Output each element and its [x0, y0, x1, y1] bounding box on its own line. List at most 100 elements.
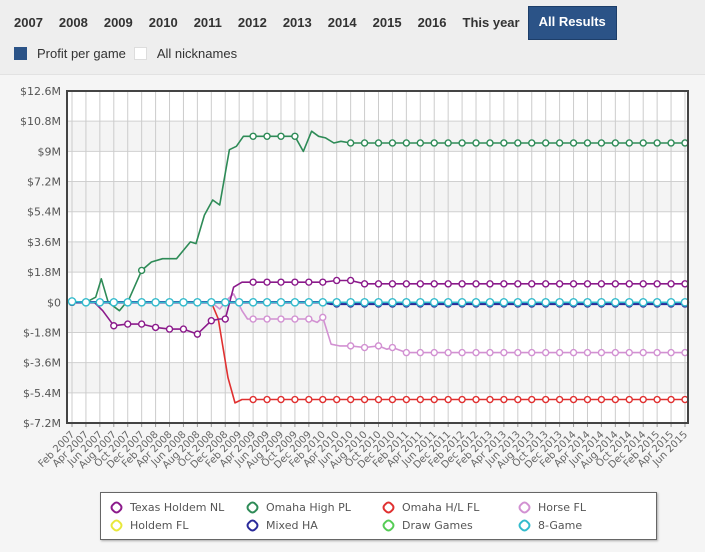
- data-point[interactable]: [248, 297, 258, 307]
- year-tab-2013[interactable]: 2013: [282, 15, 312, 30]
- data-point[interactable]: [443, 297, 453, 307]
- data-point[interactable]: [555, 395, 564, 404]
- data-point[interactable]: [444, 348, 452, 357]
- data-point[interactable]: [597, 395, 606, 404]
- data-point[interactable]: [262, 297, 272, 307]
- data-point[interactable]: [416, 280, 424, 288]
- data-point[interactable]: [333, 276, 341, 285]
- data-point[interactable]: [458, 139, 466, 147]
- data-point[interactable]: [430, 139, 438, 147]
- data-point[interactable]: [416, 139, 424, 147]
- data-point[interactable]: [319, 395, 327, 404]
- data-point[interactable]: [137, 320, 146, 328]
- data-point[interactable]: [458, 280, 466, 288]
- data-point[interactable]: [639, 348, 647, 357]
- data-point[interactable]: [569, 280, 578, 288]
- data-point[interactable]: [528, 395, 536, 404]
- data-point[interactable]: [444, 395, 452, 404]
- data-point[interactable]: [458, 348, 466, 357]
- data-point[interactable]: [611, 280, 620, 288]
- data-point[interactable]: [653, 348, 661, 357]
- data-point[interactable]: [555, 280, 564, 288]
- data-point[interactable]: [221, 315, 229, 323]
- data-point[interactable]: [597, 139, 606, 147]
- data-point[interactable]: [514, 280, 522, 288]
- data-point[interactable]: [611, 139, 620, 147]
- data-point[interactable]: [500, 348, 508, 357]
- data-point[interactable]: [416, 395, 424, 404]
- data-point[interactable]: [653, 139, 661, 147]
- data-point[interactable]: [625, 139, 633, 147]
- data-point[interactable]: [555, 297, 564, 307]
- year-tab-2016[interactable]: 2016: [417, 15, 447, 30]
- data-point[interactable]: [165, 325, 174, 333]
- data-point[interactable]: [667, 139, 675, 147]
- data-point[interactable]: [360, 343, 369, 352]
- year-tab-2008[interactable]: 2008: [58, 15, 88, 30]
- data-point[interactable]: [374, 139, 383, 147]
- data-point[interactable]: [402, 297, 411, 307]
- data-point[interactable]: [137, 266, 146, 275]
- data-point[interactable]: [304, 297, 314, 307]
- data-point[interactable]: [667, 280, 675, 288]
- data-point[interactable]: [95, 297, 105, 307]
- data-point[interactable]: [207, 297, 216, 307]
- data-point[interactable]: [179, 325, 188, 333]
- data-point[interactable]: [583, 139, 592, 147]
- data-point[interactable]: [234, 297, 244, 307]
- data-point[interactable]: [179, 297, 188, 307]
- legend-item-omaha-h-l-fl[interactable]: Omaha H/L FL: [380, 499, 479, 516]
- data-point[interactable]: [666, 297, 676, 307]
- data-point[interactable]: [123, 297, 133, 307]
- legend-item-texas-holdem-nl[interactable]: Texas Holdem NL: [108, 499, 224, 516]
- data-point[interactable]: [318, 297, 328, 307]
- legend-item-8-game[interactable]: 8-Game: [516, 517, 582, 534]
- data-point[interactable]: [374, 395, 383, 404]
- data-point[interactable]: [277, 395, 285, 404]
- year-tab-all-results[interactable]: All Results: [527, 6, 617, 40]
- data-point[interactable]: [319, 278, 327, 286]
- data-point[interactable]: [638, 297, 648, 307]
- data-point[interactable]: [220, 297, 230, 307]
- data-point[interactable]: [569, 395, 578, 404]
- data-point[interactable]: [624, 297, 634, 307]
- data-point[interactable]: [374, 297, 383, 307]
- data-point[interactable]: [346, 139, 355, 147]
- data-point[interactable]: [360, 395, 369, 404]
- data-point[interactable]: [402, 348, 411, 357]
- data-point[interactable]: [667, 395, 675, 404]
- data-point[interactable]: [541, 395, 550, 404]
- data-point[interactable]: [625, 395, 633, 404]
- year-tab-2011[interactable]: 2011: [193, 15, 222, 30]
- data-point[interactable]: [263, 395, 271, 404]
- year-tab-2007[interactable]: 2007: [14, 15, 43, 30]
- data-point[interactable]: [416, 348, 424, 357]
- year-tab-this-year[interactable]: This year: [462, 15, 520, 30]
- data-point[interactable]: [514, 395, 522, 404]
- data-point[interactable]: [151, 297, 160, 307]
- data-point[interactable]: [472, 280, 480, 288]
- data-point[interactable]: [639, 395, 647, 404]
- data-point[interactable]: [193, 330, 202, 338]
- data-point[interactable]: [625, 280, 633, 288]
- legend-item-mixed-ha[interactable]: Mixed HA: [244, 517, 318, 534]
- data-point[interactable]: [374, 280, 383, 288]
- data-point[interactable]: [430, 348, 438, 357]
- data-point[interactable]: [332, 297, 342, 307]
- data-point[interactable]: [193, 297, 202, 307]
- data-point[interactable]: [305, 278, 313, 286]
- data-point[interactable]: [625, 348, 633, 357]
- data-point[interactable]: [597, 348, 606, 357]
- data-point[interactable]: [583, 348, 592, 357]
- data-point[interactable]: [402, 395, 411, 404]
- data-point[interactable]: [583, 280, 592, 288]
- data-point[interactable]: [514, 139, 522, 147]
- data-point[interactable]: [374, 342, 383, 350]
- data-point[interactable]: [486, 139, 494, 147]
- data-point[interactable]: [457, 297, 467, 307]
- data-point[interactable]: [415, 297, 425, 307]
- data-point[interactable]: [305, 395, 313, 404]
- data-point[interactable]: [346, 297, 355, 307]
- data-point[interactable]: [528, 280, 536, 288]
- data-point[interactable]: [291, 395, 299, 404]
